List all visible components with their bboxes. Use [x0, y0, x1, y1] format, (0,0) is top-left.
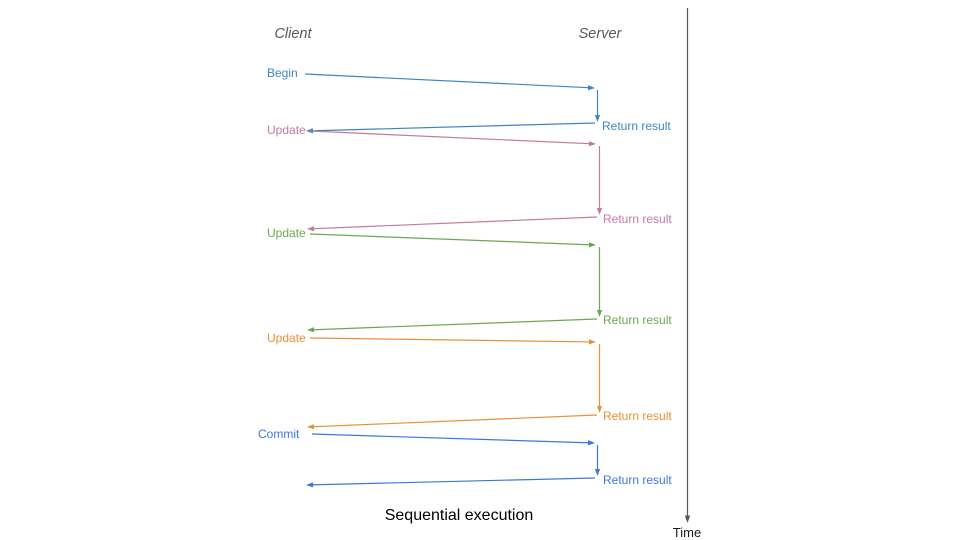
response-line: [309, 477, 596, 486]
request-arrowhead: [587, 85, 595, 91]
step-update-2: Update Return result: [267, 226, 672, 333]
time-axis: Time: [673, 8, 701, 540]
response-line: [309, 122, 596, 132]
return-result-label: Return result: [603, 212, 672, 226]
request-line: [304, 73, 592, 89]
server-processing-arrowhead: [596, 406, 603, 413]
response-arrowhead: [306, 128, 314, 134]
request-arrowhead: [588, 141, 596, 147]
time-axis-label: Time: [673, 525, 701, 540]
request-arrowhead: [587, 440, 595, 446]
step-commit-4: Commit Return result: [258, 427, 672, 488]
request-line: [309, 337, 593, 343]
client-column-header: Client: [274, 26, 312, 42]
response-arrowhead: [307, 327, 315, 333]
step-update-3: Update Return result: [267, 331, 672, 430]
return-result-label: Return result: [603, 473, 672, 487]
request-line: [309, 130, 593, 145]
server-processing-arrowhead: [594, 469, 601, 476]
server-processing-arrowhead: [594, 115, 601, 122]
request-line: [311, 433, 592, 444]
step-call-label: Update: [267, 123, 306, 137]
request-arrowhead: [588, 242, 596, 248]
return-result-label: Return result: [602, 119, 671, 133]
server-processing-arrowhead: [596, 208, 603, 215]
request-line: [309, 233, 593, 246]
step-call-label: Update: [267, 331, 306, 345]
step-begin-0: Begin Return result: [267, 66, 671, 134]
step-call-label: Begin: [267, 66, 298, 80]
response-arrowhead: [306, 482, 314, 488]
request-arrowhead: [588, 339, 596, 345]
diagram-title: Sequential execution: [385, 507, 534, 524]
response-line: [310, 318, 598, 331]
return-result-label: Return result: [603, 409, 672, 423]
return-result-label: Return result: [603, 313, 672, 327]
step-update-1: Update Return result: [267, 123, 672, 232]
step-call-label: Commit: [258, 427, 300, 441]
response-arrowhead: [307, 424, 315, 430]
response-line: [310, 414, 598, 428]
server-processing-arrowhead: [596, 310, 603, 317]
step-call-label: Update: [267, 226, 306, 240]
time-axis-arrowhead: [684, 515, 691, 523]
response-line: [310, 216, 598, 230]
server-column-header: Server: [579, 26, 623, 42]
response-arrowhead: [307, 226, 315, 232]
